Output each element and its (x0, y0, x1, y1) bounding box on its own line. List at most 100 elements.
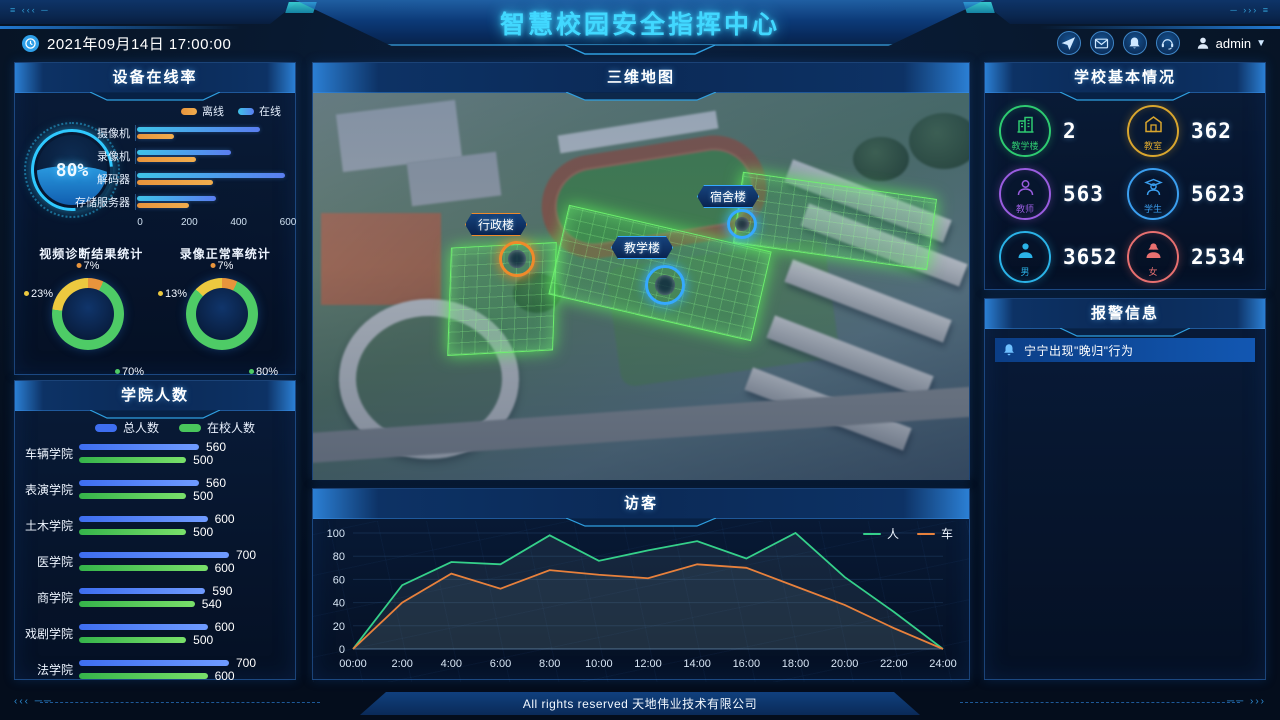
alarm-row[interactable]: 宁宁出现"晚归"行为 (995, 338, 1255, 362)
footer-line-right (960, 702, 1240, 703)
datetime-text: 2021年09月14日 17:00:00 (47, 36, 232, 53)
svg-text:12:00: 12:00 (634, 658, 662, 670)
svg-text:4:00: 4:00 (441, 658, 462, 670)
svg-text:22:00: 22:00 (880, 658, 908, 670)
legend-item: 离线 (181, 103, 224, 119)
bar-离线 (137, 134, 174, 139)
send-icon[interactable] (1056, 31, 1081, 55)
bar-total (79, 552, 229, 558)
datetime-display: 2021年09月14日 17:00:00 (22, 33, 231, 54)
bar-value: 600 (214, 561, 235, 575)
mail-icon[interactable] (1089, 31, 1114, 55)
bar-in_school (79, 673, 208, 679)
college-row: 商学院 590 540 (19, 582, 285, 613)
college-name: 戏剧学院 (24, 627, 73, 641)
service-icon[interactable] (1155, 31, 1180, 55)
panel-title: 设备在线率 (112, 69, 198, 86)
building-label-3[interactable]: 宿舍楼 (697, 185, 759, 208)
marker-inner (508, 250, 526, 268)
user-toolbar: admin ▼ (1056, 31, 1266, 55)
footer: ‹‹‹ ── ── ››› All rights reserved 天地伟业技术… (0, 688, 1280, 720)
college-bars: 700 600 (79, 656, 285, 683)
college-bars: 600 500 (79, 620, 285, 647)
footer-banner: All rights reserved 天地伟业技术有限公司 (360, 692, 920, 715)
header-icons (1056, 31, 1180, 55)
bar-total (79, 588, 206, 594)
x-tick: 400 (230, 217, 247, 228)
building-marker-1[interactable] (499, 241, 535, 277)
donut-ring (52, 278, 124, 350)
legend-label: 离线 (202, 106, 224, 118)
panel-header: 学校基本情况 (985, 63, 1265, 101)
bar-in_school (79, 565, 208, 571)
bar-value: 600 (214, 512, 235, 526)
college-row: 土木学院 600 500 (19, 510, 285, 541)
bar-in_school (79, 457, 187, 463)
legend-swatch (862, 532, 881, 535)
college-legend: 总人数 在校人数 (15, 411, 295, 438)
college-name: 法学院 (36, 663, 73, 677)
avatar-icon (1197, 37, 1208, 49)
alarm-list[interactable]: 宁宁出现"晚归"行为 (985, 329, 1265, 362)
admin-menu[interactable]: admin ▼ (1195, 35, 1266, 51)
bar-value: 600 (214, 669, 235, 683)
donut-title: 录像正常率统计 (179, 247, 271, 261)
bar-line: 500 (79, 525, 285, 539)
campus-3d-map[interactable]: 行政楼教学楼 宿舍楼 (313, 93, 969, 480)
teacher-ring: 教师 (999, 167, 1051, 220)
college-row: 车辆学院 560 500 (19, 438, 285, 469)
stat-item: 学生 5623 (1127, 162, 1255, 225)
stat-label: 学生 (1143, 203, 1162, 214)
legend-item: 在校人数 (179, 419, 255, 436)
title-notch-decor (565, 45, 715, 55)
alarm-panel: 报警信息 宁宁出现"晚归"行为 (984, 298, 1266, 680)
device-x-axis: 0 200 400 600 (137, 217, 296, 231)
stat-item: 男 3652 (999, 225, 1127, 288)
donut-title: 视频诊断结果统计 (39, 247, 144, 261)
panel-header: 访客 (313, 489, 969, 527)
donut-slice-label: 23% (24, 288, 53, 300)
donut-chart: 7% 70% 23% (24, 260, 148, 378)
building-label-2[interactable]: 教学楼 (611, 236, 673, 259)
panel-title: 三维地图 (606, 69, 675, 86)
slice-dot (248, 369, 254, 374)
bar-line: 540 (79, 597, 285, 611)
building-marker-2[interactable] (645, 265, 685, 305)
college-name: 车辆学院 (24, 447, 73, 461)
svg-text:24:00: 24:00 (929, 658, 957, 670)
header-glyph-left: ≡ ‹‹‹ ─ (10, 5, 50, 15)
building-ring: 教学楼 (999, 104, 1051, 157)
stat-value: 3652 (1063, 244, 1118, 269)
bar-value: 500 (193, 525, 214, 539)
bar-line: 590 (79, 584, 285, 598)
bar-in_school (79, 601, 195, 607)
x-tick: 600 (279, 217, 297, 228)
x-tick: 0 (137, 217, 143, 228)
stat-value: 563 (1063, 181, 1104, 206)
bar-total (79, 480, 199, 486)
college-name: 医学院 (36, 555, 73, 569)
bell-icon[interactable] (1122, 31, 1147, 55)
building-marker-3[interactable] (727, 209, 757, 239)
legend-label: 人 (886, 527, 899, 541)
svg-text:40: 40 (333, 598, 345, 610)
college-row: 法学院 700 600 (19, 654, 285, 685)
panel-title: 访客 (623, 495, 658, 512)
school-info-panel: 学校基本情况 教学楼 2 教室 362 教师 563 学生 5623 男 3652 女 2534 (984, 62, 1266, 290)
title-banner: 智慧校园安全指挥中心 (295, 0, 985, 46)
bar-total (79, 660, 229, 666)
svg-text:00:00: 00:00 (339, 658, 367, 670)
donut-ring (186, 278, 258, 350)
stat-label: 男 (1020, 266, 1030, 277)
legend-swatch (238, 107, 254, 115)
bell-icon (1004, 344, 1014, 356)
bar-pair (135, 148, 285, 164)
building-label-1[interactable]: 行政楼 (465, 213, 527, 236)
panel-header: 学院人数 (15, 381, 295, 419)
donut-slice-label: 7% (210, 260, 233, 272)
bar-离线 (137, 180, 214, 185)
online-rate-gauge: 80% (14, 101, 130, 241)
bar-total (79, 624, 208, 630)
footer-line-left (40, 702, 320, 703)
college-bars: 560 500 (79, 440, 285, 467)
